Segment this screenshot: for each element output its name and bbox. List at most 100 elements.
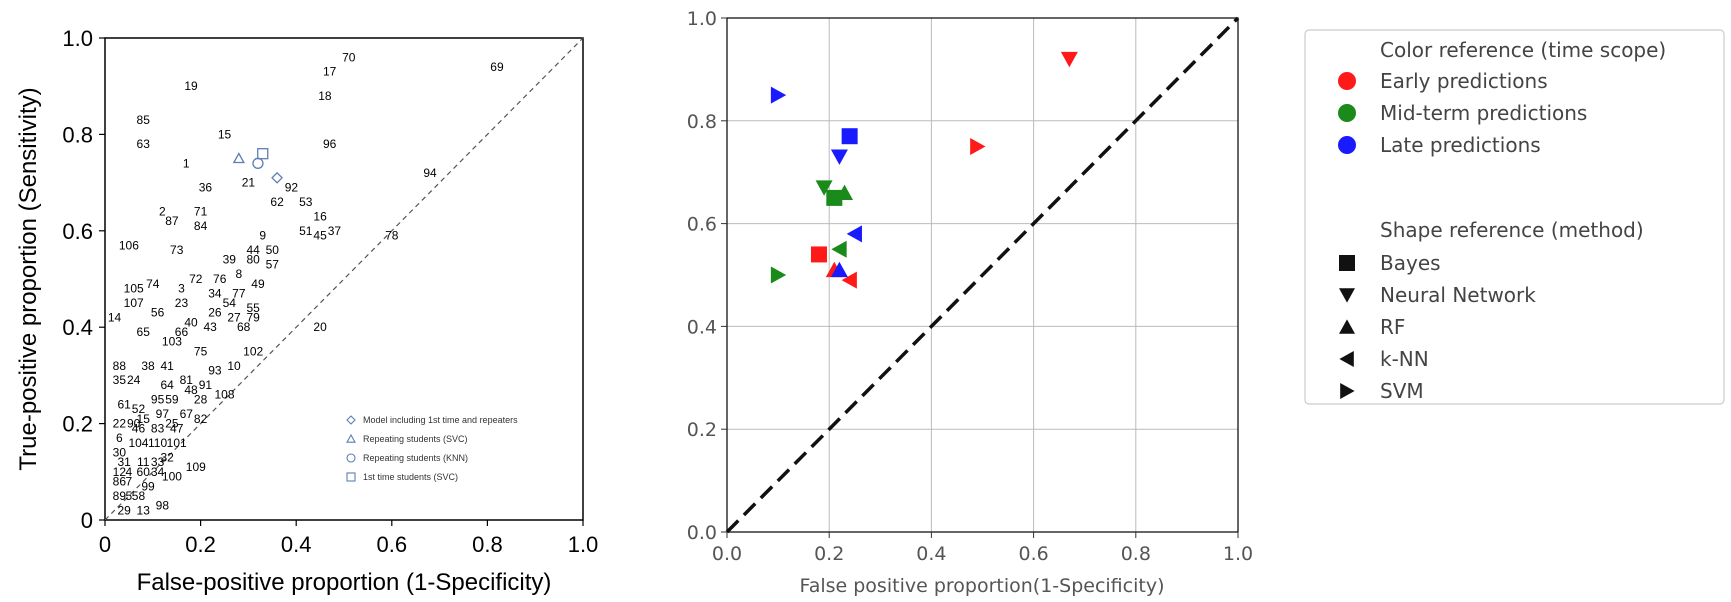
point-number-label: 17 <box>323 65 337 79</box>
point-number-label: 50 <box>266 243 280 257</box>
point-number-label: 34 <box>151 465 165 479</box>
point-number-label: 64 <box>160 378 174 392</box>
point-number-label: 25 <box>165 417 179 431</box>
point-number-label: 72 <box>189 272 203 286</box>
point-number-label: 14 <box>108 311 122 325</box>
legend-shape-label: RF <box>1380 315 1405 339</box>
inset-legend-square-icon <box>346 472 356 482</box>
data-point-early-bayes <box>810 246 827 263</box>
point-number-label: 36 <box>199 180 213 194</box>
right-y-tick-label: 0.6 <box>687 214 717 236</box>
point-number-label: 59 <box>165 393 179 407</box>
left-x-tick-label: 0.6 <box>377 532 408 557</box>
point-number-label: 85 <box>137 113 151 127</box>
right-plot-frame <box>726 17 1239 533</box>
point-number-label: 24 <box>127 373 141 387</box>
point-number-label: 4 <box>126 465 133 479</box>
point-number-label: 98 <box>156 499 170 513</box>
left-x-tick-label: 0.8 <box>472 532 503 557</box>
point-number-label: 39 <box>223 253 237 267</box>
point-number-label: 52 <box>132 402 146 416</box>
point-number-label: 51 <box>299 224 313 238</box>
point-number-label: 34 <box>208 286 222 300</box>
inset-legend-label: Repeating students (KNN) <box>363 453 468 463</box>
point-number-label: 110 <box>148 436 167 450</box>
data-point-early-k-nn <box>841 271 857 289</box>
right-x-tick-label: 0.4 <box>916 543 946 565</box>
inset-legend-label: Repeating students (SVC) <box>363 434 468 444</box>
point-number-label: 107 <box>124 296 144 310</box>
left-series-markers <box>232 148 283 184</box>
point-number-label: 6 <box>116 431 123 445</box>
point-number-label: 7 <box>126 474 133 488</box>
data-point-mid-rf <box>836 184 854 200</box>
left-y-tick-label: 0.6 <box>62 219 93 244</box>
legend-shape-label: SVM <box>1380 379 1424 403</box>
point-number-label: 93 <box>208 364 222 378</box>
point-number-label: 18 <box>318 89 332 103</box>
point-number-label: 29 <box>117 503 131 517</box>
point-number-label: 77 <box>232 286 246 300</box>
point-number-label: 60 <box>137 465 151 479</box>
point-number-label: 15 <box>137 412 151 426</box>
point-number-label: 83 <box>151 421 165 435</box>
point-number-label: 37 <box>328 224 342 238</box>
point-number-label: 21 <box>242 176 256 190</box>
point-number-label: 67 <box>180 407 194 421</box>
inset-legend-diamond-icon <box>346 415 356 425</box>
point-number-label: 68 <box>237 320 251 334</box>
point-number-label: 5 <box>126 489 133 503</box>
point-number-label: 91 <box>199 378 213 392</box>
inset-legend-circle-icon <box>346 453 356 463</box>
data-point-mid-svm <box>770 266 787 284</box>
legend-shape-label: Bayes <box>1380 251 1441 275</box>
legend-shape-label: Neural Network <box>1380 283 1536 307</box>
legend-triangle-up-icon <box>1339 319 1355 334</box>
point-number-label: 87 <box>165 214 179 228</box>
point-number-label: 55 <box>247 301 261 315</box>
legend-triangle-left-icon <box>1339 351 1354 367</box>
point-number-label: 40 <box>184 315 198 329</box>
right-roc-chart: 0.0 0.2 0.4 0.6 0.8 1.0 0.0 0.2 0.4 0.6 0.8 1.0 Fal… <box>687 8 1253 597</box>
data-point-mid-neural-network <box>815 180 833 196</box>
point-number-label: 84 <box>194 219 208 233</box>
point-number-label: 106 <box>119 238 139 252</box>
left-x-tick-label: 0.2 <box>185 532 216 557</box>
right-data-markers <box>770 51 1078 289</box>
point-number-label: 38 <box>141 359 155 373</box>
left-y-tick-label: 1.0 <box>62 26 93 51</box>
legend-mid-color-swatch <box>1338 104 1356 122</box>
legend-color-title: Color reference (time scope) <box>1380 38 1666 62</box>
point-number-label: 97 <box>156 407 170 421</box>
data-point-late-neural-network <box>830 149 848 165</box>
point-number-label: 95 <box>151 393 165 407</box>
right-y-tick-label: 0.2 <box>687 419 717 441</box>
point-number-label: 10 <box>227 359 241 373</box>
point-number-label: 78 <box>385 229 399 243</box>
point-number-label: 3 <box>178 282 185 296</box>
legend-color-entries: Early predictions Mid-term predictions Lat… <box>1338 69 1587 157</box>
right-x-tick-label: 1.0 <box>1223 543 1253 565</box>
left-inset-legend: Model including 1st time and repeaters Re… <box>346 415 518 482</box>
point-number-label: 30 <box>113 446 127 460</box>
point-number-label: 82 <box>194 412 208 426</box>
point-number-label: 54 <box>223 296 237 310</box>
right-x-axis-label: False positive proportion(1-Specificity) <box>800 575 1165 597</box>
point-number-label: 58 <box>132 489 146 503</box>
point-number-label: 31 <box>117 455 131 469</box>
left-x-tick-label: 0.4 <box>281 532 312 557</box>
data-point-mid-k-nn <box>831 240 847 258</box>
legend-shape-entries: Bayes Neural Network RF k-NN SVM <box>1339 251 1536 403</box>
legend-triangle-right-icon <box>1340 383 1355 399</box>
point-number-label: 15 <box>218 127 232 141</box>
right-y-tick-label: 0.0 <box>687 522 717 544</box>
point-number-label: 90 <box>127 417 141 431</box>
point-number-label: 94 <box>423 166 437 180</box>
point-number-label: 101 <box>167 436 187 450</box>
point-number-label: 32 <box>160 450 174 464</box>
left-plot-frame <box>104 37 584 521</box>
point-number-label: 20 <box>313 320 327 334</box>
point-number-label: 65 <box>137 325 151 339</box>
